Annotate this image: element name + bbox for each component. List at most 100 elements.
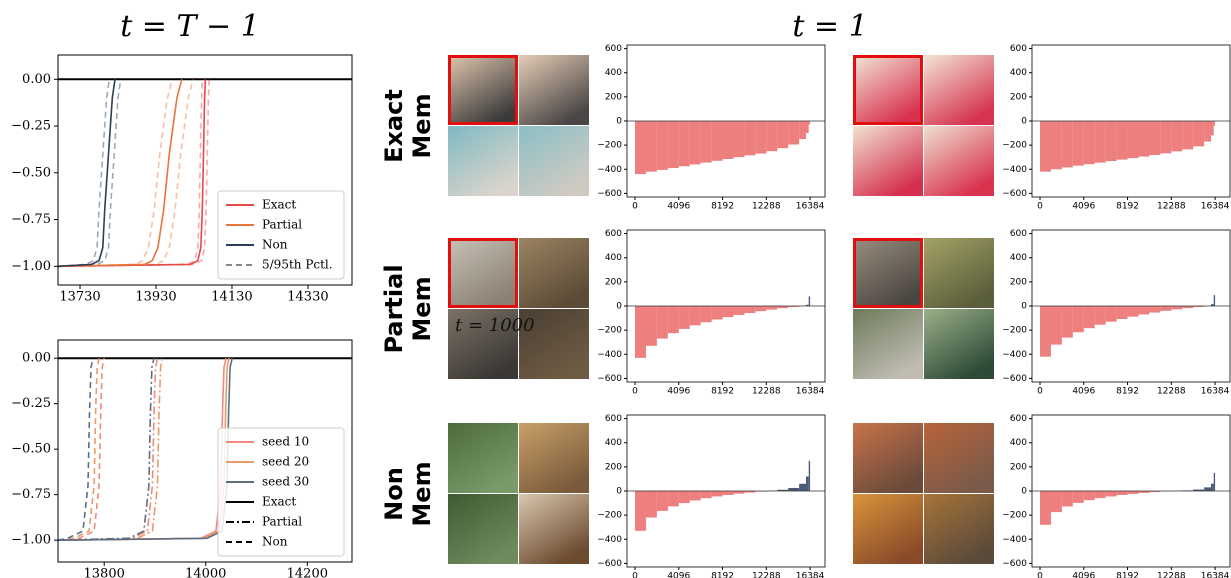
- bar: [1171, 121, 1183, 152]
- x-tick-label: 0: [1037, 202, 1043, 212]
- x-tick-label: 12288: [752, 202, 781, 212]
- bar: [808, 460, 811, 491]
- axes-frame: [57, 339, 353, 563]
- image-tile: [853, 309, 923, 379]
- bar: [744, 306, 756, 313]
- x-tick-label: 0: [632, 202, 638, 212]
- legend-label: seed 20: [262, 455, 309, 469]
- bar: [755, 121, 767, 154]
- y-tick-label: 400: [605, 68, 622, 78]
- bar: [711, 491, 723, 497]
- bar: [656, 491, 668, 511]
- axes-frame: [626, 44, 826, 198]
- y-tick-label: −200: [1002, 141, 1027, 151]
- y-tick-label: 200: [605, 462, 622, 472]
- highlight-box: [448, 238, 518, 308]
- bar: [722, 306, 734, 318]
- bar: [1210, 304, 1214, 306]
- bar: [1061, 121, 1073, 168]
- bar: [667, 121, 679, 169]
- x-tick-label: 8192: [1116, 572, 1139, 578]
- bar: [711, 306, 723, 320]
- row-label: Non: [380, 467, 408, 521]
- image-tile: [853, 126, 923, 196]
- bar: [645, 491, 657, 518]
- x-tick-label: 4096: [667, 387, 690, 397]
- y-tick-label: −600: [1002, 374, 1027, 384]
- right-title: t = 1: [792, 9, 867, 44]
- bar: [808, 296, 811, 306]
- y-tick-label: −600: [597, 374, 622, 384]
- y-tick-label: 400: [605, 253, 622, 263]
- bar: [700, 491, 712, 499]
- bar: [788, 487, 800, 491]
- y-tick-label: 0.00: [22, 351, 51, 366]
- y-tick-label: 0: [1021, 302, 1027, 312]
- bar: [1127, 121, 1139, 159]
- series-line: [58, 358, 227, 541]
- bar: [1210, 483, 1214, 491]
- x-tick-label: 0: [1037, 387, 1043, 397]
- x-tick-label: 16384: [796, 572, 825, 578]
- bar: [777, 489, 789, 491]
- legend-box: [217, 190, 345, 280]
- row-label: Mem: [408, 93, 436, 158]
- bar: [805, 304, 809, 306]
- bar: [1127, 491, 1139, 494]
- y-tick-label: −600: [597, 559, 622, 569]
- y-tick-label: 600: [1010, 414, 1027, 424]
- bar: [678, 491, 690, 504]
- x-tick-label: 12288: [752, 387, 781, 397]
- axes-frame: [1031, 44, 1231, 198]
- image-tile: [448, 494, 518, 564]
- y-tick-label: −1.00: [11, 259, 51, 274]
- bar: [733, 306, 745, 315]
- x-tick-label: 14130: [211, 290, 252, 305]
- bar: [1149, 121, 1161, 156]
- bar: [700, 121, 712, 163]
- image-tile: [924, 423, 994, 493]
- y-tick-label: −400: [597, 350, 622, 360]
- bar: [1072, 491, 1084, 503]
- bar: [1040, 306, 1051, 357]
- bar: [1204, 487, 1211, 491]
- bar: [766, 121, 778, 152]
- bar: [1072, 121, 1084, 166]
- bar: [689, 306, 701, 326]
- y-tick-label: 200: [1010, 277, 1027, 287]
- series-line: [58, 358, 230, 541]
- image-tile: [448, 55, 518, 125]
- y-tick-label: 200: [605, 92, 622, 102]
- y-tick-label: 600: [605, 44, 622, 54]
- bar: [805, 476, 809, 491]
- y-tick-label: −200: [597, 326, 622, 336]
- bar: [1138, 491, 1150, 493]
- x-tick-label: 8192: [711, 572, 734, 578]
- y-tick-label: 0: [1021, 487, 1027, 497]
- x-tick-label: 4096: [667, 572, 690, 578]
- image-tile: [448, 309, 518, 379]
- bar: [1171, 306, 1183, 310]
- bar: [711, 121, 723, 161]
- bar: [744, 121, 756, 156]
- image-tile: [853, 55, 923, 125]
- image-tile: [853, 238, 923, 308]
- x-tick-label: 14200: [287, 567, 328, 578]
- image-tile: [924, 126, 994, 196]
- series-line: [58, 79, 116, 268]
- y-tick-label: 200: [1010, 92, 1027, 102]
- bar: [635, 306, 646, 358]
- image-tile: [519, 309, 589, 379]
- bar: [645, 306, 657, 346]
- x-tick-label: 0: [1037, 572, 1043, 578]
- y-tick-label: −0.75: [11, 212, 51, 227]
- y-tick-label: 400: [1010, 253, 1027, 263]
- image-tile: [924, 494, 994, 564]
- x-tick-label: 13930: [135, 290, 176, 305]
- x-tick-label: 4096: [1072, 572, 1095, 578]
- row-label: Mem: [408, 461, 436, 526]
- series-line: [58, 358, 155, 541]
- x-tick-label: 4096: [667, 202, 690, 212]
- y-tick-label: −600: [1002, 559, 1027, 569]
- x-tick-label: 8192: [1116, 202, 1139, 212]
